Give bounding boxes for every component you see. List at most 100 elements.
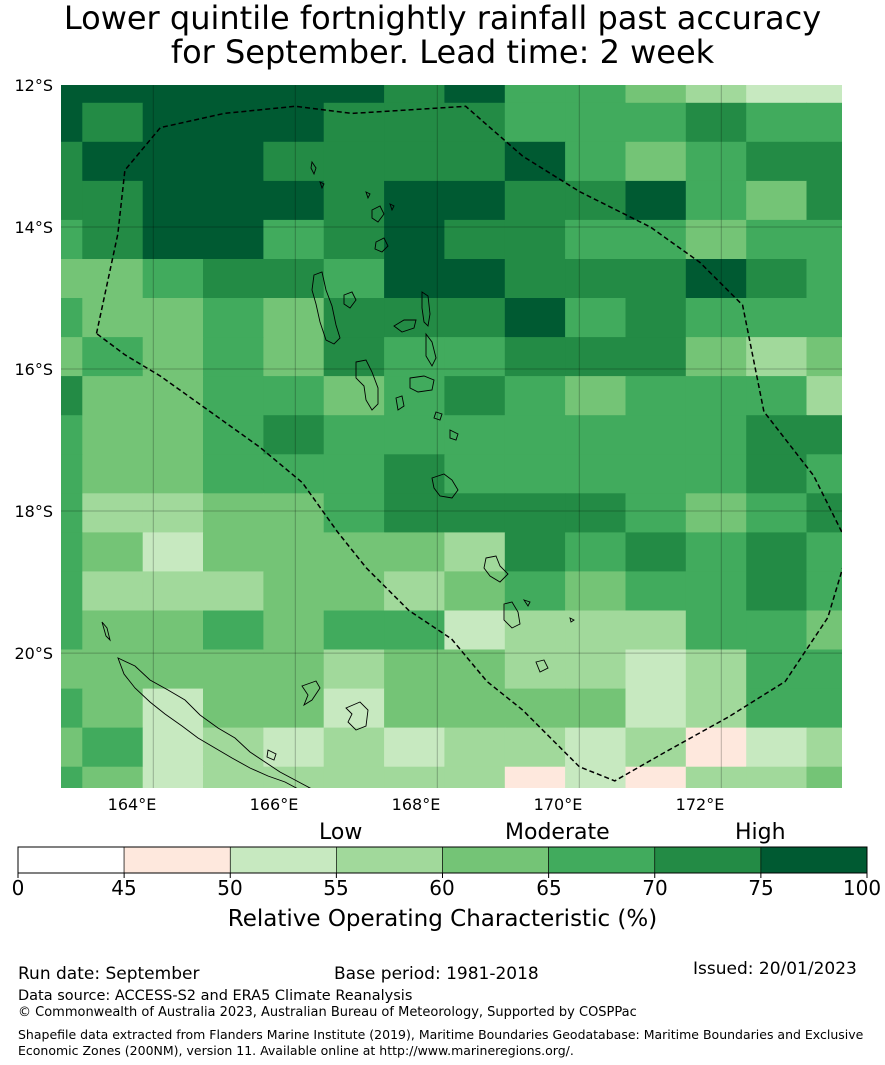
roc-cell (504, 415, 566, 455)
roc-cell (61, 766, 83, 788)
roc-cell (263, 85, 325, 104)
futuna-coastline (569, 617, 575, 623)
roc-cell (746, 454, 808, 494)
roc-cell (263, 493, 325, 533)
roc-cell (806, 610, 842, 651)
espiritu-santo-coastline (311, 271, 341, 345)
roc-cell (685, 688, 747, 729)
roc-cell (504, 219, 566, 260)
lon-label-172e: 172°E (676, 795, 725, 814)
aneityum-coastline (535, 659, 549, 673)
colorbar-tick-0: 0 (11, 876, 25, 900)
roc-cell (263, 180, 325, 221)
roc-cell (625, 141, 687, 182)
roc-cell (685, 454, 747, 494)
maewo-coastline (421, 291, 431, 327)
roc-cell (625, 688, 687, 729)
paama-coastline (395, 395, 405, 411)
roc-cell (444, 376, 506, 416)
roc-cell (323, 454, 385, 494)
roc-cell (565, 219, 626, 260)
roc-cell (384, 454, 445, 494)
roc-cell (203, 532, 264, 573)
roc-cell (61, 259, 83, 299)
roc-cell (565, 766, 626, 788)
colorbar-category-low: Low (319, 820, 363, 845)
roc-cell (82, 376, 144, 416)
roc-cell (565, 532, 626, 573)
roc-cell (82, 415, 144, 455)
torres-island-coastline (310, 160, 317, 176)
roc-cell (61, 727, 83, 768)
ambae-coastline (393, 319, 417, 333)
roc-cell (384, 571, 445, 612)
roc-cell (685, 571, 747, 612)
roc-cell (142, 610, 204, 651)
roc-cell (384, 649, 445, 690)
roc-cell (82, 337, 144, 377)
roc-cell (504, 376, 566, 416)
roc-cell (444, 337, 506, 377)
roc-cell (746, 85, 808, 104)
roc-cell (384, 102, 445, 143)
roc-cell (806, 337, 842, 377)
roc-cell (565, 141, 626, 182)
mota-coastline (389, 203, 395, 212)
ureparapara-coastline (319, 181, 325, 190)
epi-coastline (433, 411, 443, 421)
run-date: Run date: September (18, 964, 200, 984)
roc-cell (685, 180, 747, 221)
roc-cell (203, 610, 264, 651)
roc-cell (263, 259, 325, 299)
roc-cell (384, 688, 445, 729)
roc-cell (625, 180, 687, 221)
roc-cell (746, 493, 808, 533)
roc-cell (504, 259, 566, 299)
roc-cell (82, 219, 144, 260)
roc-cell (323, 219, 385, 260)
malo-coastline (343, 291, 357, 309)
roc-cell (203, 376, 264, 416)
roc-cell (565, 85, 626, 104)
roc-cell (203, 688, 264, 729)
colorbar-swatch (442, 846, 549, 874)
roc-cell (806, 493, 842, 533)
roc-cell (82, 649, 144, 690)
roc-cell (323, 102, 385, 143)
roc-cell (504, 727, 566, 768)
roc-cell (263, 337, 325, 377)
roc-cell (142, 649, 204, 690)
roc-cell (82, 610, 144, 651)
roc-cell (565, 102, 626, 143)
tanna-coastline (503, 601, 521, 629)
colorbar-swatch (230, 846, 337, 874)
roc-cell (746, 727, 808, 768)
roc-cell (263, 219, 325, 260)
roc-cell (142, 415, 204, 455)
roc-cell (625, 298, 687, 338)
roc-cell (61, 415, 83, 455)
roc-cell (142, 102, 204, 143)
roc-cell (625, 727, 687, 768)
colorbar-swatch (17, 846, 125, 874)
roc-cell (504, 454, 566, 494)
roc-cell (806, 219, 842, 260)
colorbar-category-moderate: Moderate (505, 820, 610, 845)
roc-cell (565, 180, 626, 221)
roc-cell (504, 610, 566, 651)
roc-cell (806, 688, 842, 729)
roc-cell (61, 376, 83, 416)
roc-cell (203, 415, 264, 455)
roc-cell (384, 259, 445, 299)
roc-cell (444, 219, 506, 260)
roc-cell (746, 298, 808, 338)
colorbar-tick-100: 100 (842, 876, 882, 900)
roc-cell (323, 85, 385, 104)
roc-cell (384, 376, 445, 416)
roc-cell (444, 649, 506, 690)
roc-cell (263, 102, 325, 143)
roc-cell (384, 610, 445, 651)
roc-cell (746, 532, 808, 573)
roc-cell (685, 102, 747, 143)
lon-label-166e: 166°E (250, 795, 299, 814)
